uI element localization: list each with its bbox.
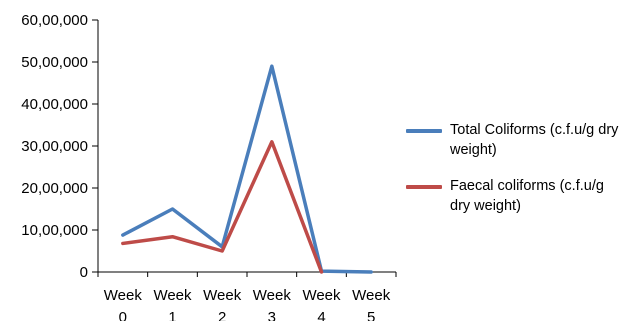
x-tick-label: Week 1 (153, 287, 192, 321)
y-tick-label: 40,00,000 (21, 96, 88, 113)
y-tick-label: 30,00,000 (21, 138, 88, 155)
axes (92, 19, 397, 277)
x-tick-label: Week 0 (104, 287, 143, 321)
y-tick-label: 60,00,000 (21, 12, 88, 29)
y-tick-label: 50,00,000 (21, 54, 88, 71)
legend-item-total-coliforms: Total Coliforms (c.f.u/g dry weight) (406, 120, 626, 160)
legend: Total Coliforms (c.f.u/g dry weight) Fae… (406, 120, 626, 232)
series-line-faecal-coliforms (121, 140, 324, 274)
series-line-total-coliforms (121, 64, 373, 274)
x-tick-label: Week 3 (253, 287, 292, 321)
legend-swatch-faecal-coliforms (406, 185, 442, 189)
legend-swatch-total-coliforms (406, 129, 442, 133)
x-tick-label: Week 4 (302, 287, 341, 321)
legend-label-faecal-coliforms: Faecal coliforms (c.f.u/g dry weight) (450, 178, 604, 214)
series-lines (121, 64, 373, 274)
legend-label-total-coliforms: Total Coliforms (c.f.u/g dry weight) (450, 122, 619, 158)
y-tick-label: 0 (80, 264, 88, 281)
y-tick-label: 20,00,000 (21, 180, 88, 197)
x-tick-label: Week 5 (352, 287, 391, 321)
tick-labels: 0 10,00,000 20,00,000 30,00,000 40,00,000 50,… (21, 12, 390, 321)
y-tick-label: 10,00,000 (21, 222, 88, 239)
x-tick-label: Week 2 (203, 287, 242, 321)
legend-item-faecal-coliforms: Faecal coliforms (c.f.u/g dry weight) (406, 176, 626, 216)
